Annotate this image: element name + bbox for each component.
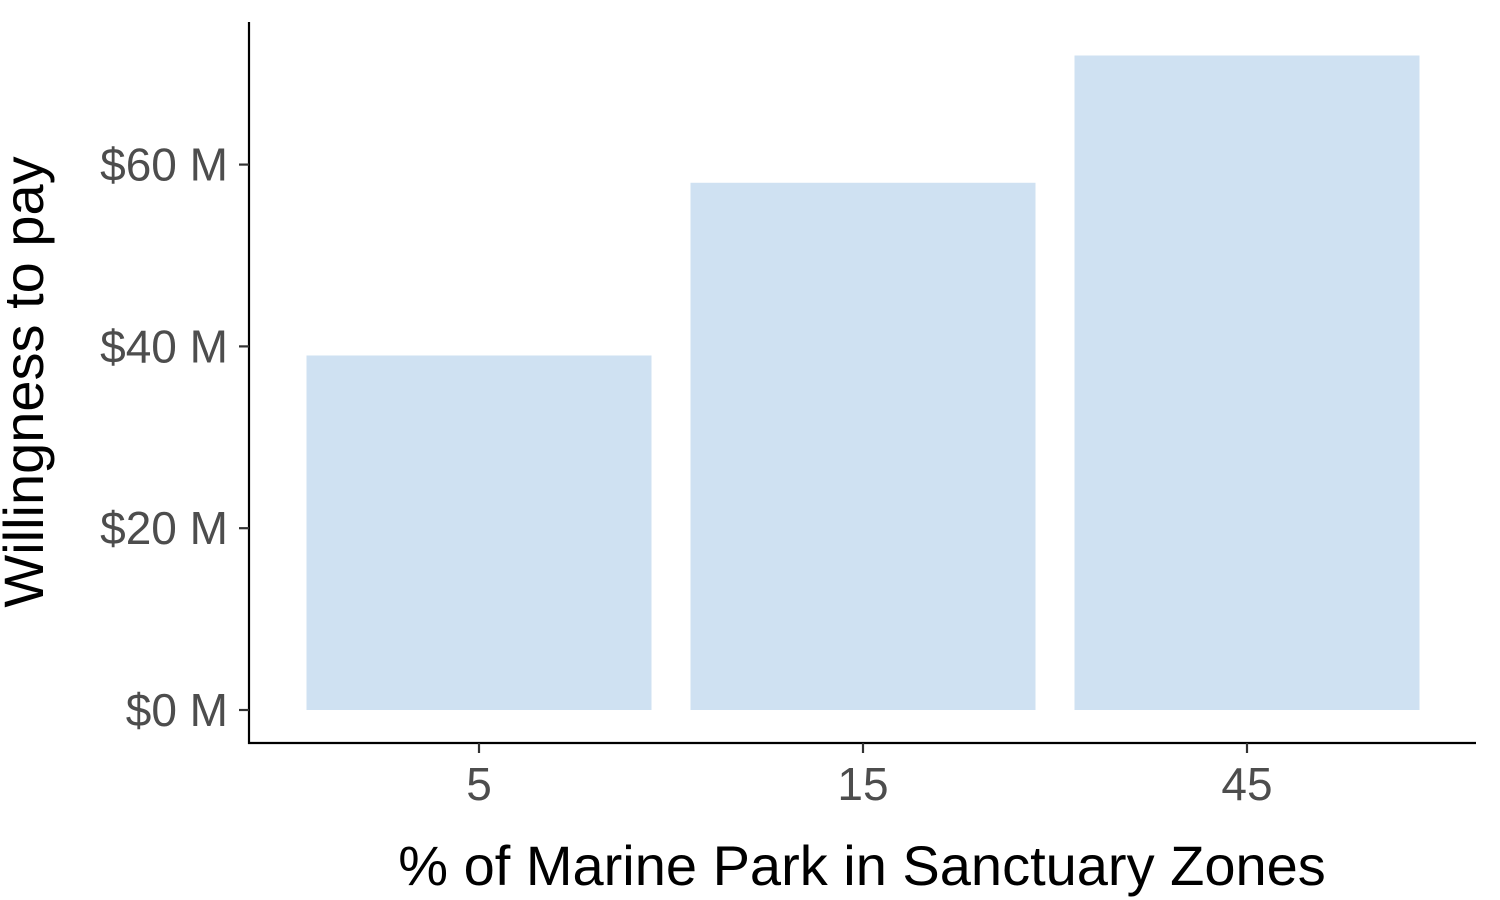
x-tick-label: 45 [1221,758,1272,810]
y-ticks-group: $0 M $20 M $40 M $60 M [100,139,249,736]
y-axis-title: Willingness to pay [0,156,55,607]
bars-group [306,55,1420,710]
bar-5 [306,355,652,710]
bar-15 [690,182,1036,710]
y-tick-label: $0 M [126,684,228,736]
y-tick-label: $40 M [100,320,228,372]
x-tick-label: 15 [837,758,888,810]
x-axis-title: % of Marine Park in Sanctuary Zones [398,834,1326,897]
y-tick-label: $20 M [100,502,228,554]
bar-45 [1074,55,1420,710]
x-ticks-group: 5 15 45 [466,743,1273,810]
x-tick-label: 5 [466,758,492,810]
y-tick-label: $60 M [100,139,228,191]
